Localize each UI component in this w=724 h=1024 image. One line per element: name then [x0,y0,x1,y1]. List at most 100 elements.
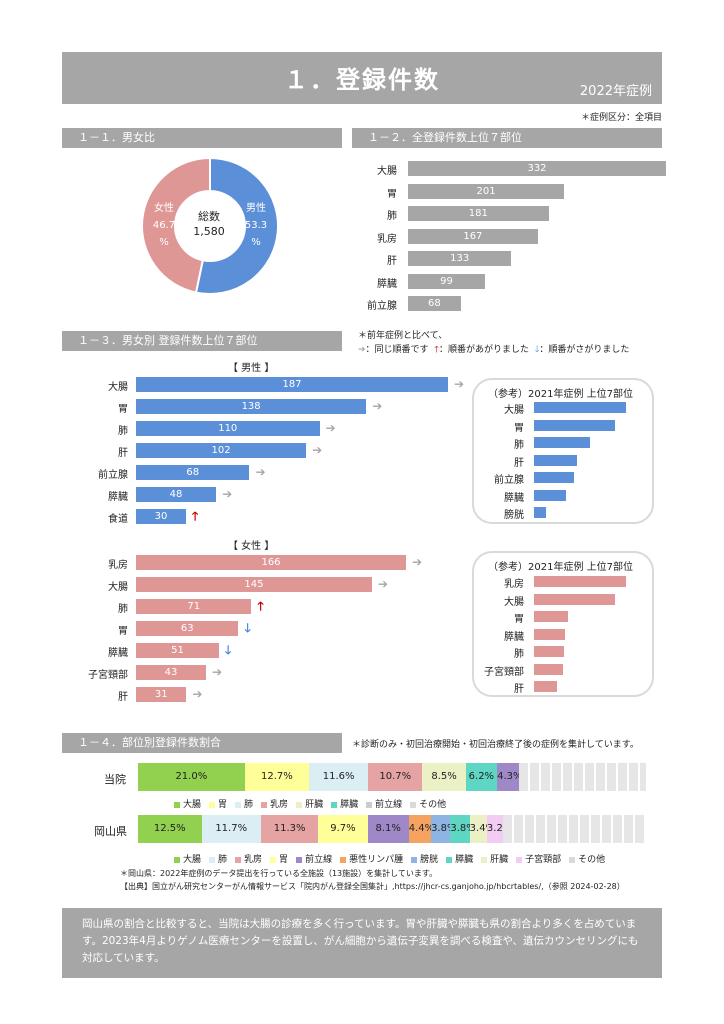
legend-label: 肺 [218,855,228,865]
top7-all-label: 胃 [387,188,397,200]
legend-item: その他 [569,852,605,865]
legend-label: 膀胱 [420,855,439,865]
ref-bar [534,489,567,501]
ref-female-title: （参考）2021年症例 上位7部位 [488,562,633,573]
sex-bar: 110 [136,421,320,436]
sex-bar-label: 大腸 [108,582,128,593]
legend-item: 肺 [209,852,227,865]
page-title: １．登録件数 [284,66,440,94]
legend-swatch [569,856,576,863]
legend-item: 胃 [209,797,227,810]
ref-bar [534,472,574,483]
ref-bar [534,419,615,431]
top7-all-bar: 201 [408,183,565,199]
legend-item: 子宮頸部 [516,852,561,865]
share-segment [503,815,646,843]
top7-all-bar: 167 [408,228,538,244]
legend-item: 乳房 [235,852,262,865]
trend-legend: ➔：同じ順番です 🡑：順番があがりました 🡓：順番がさがりました [358,343,629,357]
trend-note-line1: ＊前年症例と比べて、 [358,331,448,341]
sex-bar-label: 乳房 [108,560,128,571]
legend-label: 前立線 [375,800,403,810]
legend-label: 大腸 [183,855,202,865]
share-segment: 12.5% [138,815,202,843]
sex-bar-label: 肝 [118,448,128,459]
ref-bar [534,437,591,448]
share-note: ＊診断のみ・初回治療開始・初回治療終了後の症例を集計しています。 [352,740,639,750]
legend-swatch [174,856,180,863]
female-label: 女性 [154,203,174,214]
ref-label: 胃 [514,614,524,625]
ref-label: 肺 [514,649,524,660]
ref-label: 肝 [514,457,524,469]
legend-item: 悪性リンパ腫 [340,852,403,865]
total-label: 総数 [198,210,220,223]
legend-label: 胃 [279,855,289,865]
arrow-down-icon: 🡓 [224,643,232,657]
year-label: 2022年症例 [579,84,652,99]
ref-bar [534,402,626,413]
trend-up-label: ：順番があがりました [438,345,529,355]
section-heading-share: １－４．部位別登録件数割合 [62,733,342,753]
legend-item: 膵臓 [446,852,473,865]
prefecture-stacked-bar: 12.5% 11.7% 11.3% 9.7% 8.1% 4.4% 3.8% 3.8% 3.4% 3… [138,815,646,843]
ref-label: 膵臓 [504,631,524,643]
ref-label: 胃 [514,422,524,434]
top7-all-label: 肝 [387,256,397,267]
share-segment: 3.2% [486,815,512,843]
share-segment: 11.3% [260,815,319,843]
legend-item: 肝臓 [481,852,508,865]
top7-all-bar: 68 [408,296,461,311]
arrow-right-icon: ➔ [358,345,366,355]
section-heading-top7-all: １－２．全登録件数上位７部位 [352,128,662,148]
trend-note: ＊前年症例と比べて、 ➔：同じ順番です 🡑：順番があがりました 🡓：順番がさがり… [358,329,629,357]
legend-label: 乳房 [244,855,263,865]
legend-swatch [366,801,373,808]
source-note-2: 【出典】国立がん研究センターがん情報サービス「院内がん登録全国集計」,https… [120,882,625,891]
legend-label: 肝臓 [305,800,324,810]
sex-bar-label: 膵臓 [108,648,128,659]
top7-all-bar: 133 [408,251,512,266]
sex-bar-label: 胃 [118,626,128,637]
female-pct: 46.7 [152,220,176,231]
female-label-group: 女性 46.7 % [148,200,180,251]
sex-bar-label: 胃 [118,404,128,415]
sex-bar: 102 [136,443,307,458]
ref-bar [534,663,563,675]
arrow-right-icon: ➔ [222,487,233,501]
arrow-down-icon: 🡓 [534,345,540,355]
legend-swatch [235,801,242,808]
source-note-1: ＊岡山県：2022年症例のデータ提出を行っている全施設（13施設）を集計していま… [120,869,438,878]
legend-swatch [516,856,523,863]
legend-label: 前立線 [305,855,333,865]
total-value: 1,580 [193,225,225,238]
ref-bar [534,576,626,587]
ref-label: 肺 [514,440,524,451]
sex-bar: 31 [136,687,187,702]
share-segment: 3.4% [469,815,495,843]
row-label-hospital: 当院 [104,773,126,786]
legend-swatch [235,856,242,863]
legend-label: 胃 [218,800,228,810]
share-segment: 8.1% [367,815,409,843]
share-segment: 3.8% [450,815,476,843]
legend-item: 大腸 [174,797,201,810]
legend-swatch [261,801,268,808]
legend-item: 前立線 [296,852,332,865]
case-category-note: ＊症例区分：全項目 [580,113,662,123]
legend-swatch [270,856,277,863]
donut-center: 総数 1,580 [176,209,242,239]
top7-all-label: 乳房 [377,233,397,245]
female-pct-unit: % [159,237,169,248]
male-label: 男性 [246,203,266,214]
legend-label: 乳房 [270,800,289,810]
ref-bar [534,454,578,466]
legend-swatch [296,801,303,808]
section-heading-top7-by-sex: １－３．男女別 登録件数上位７部位 [62,331,342,351]
top7-all-label: 大腸 [377,166,397,177]
sex-bar: 51 [136,643,219,658]
legend-item: 膀胱 [411,852,438,865]
ref-label: 膀胱 [504,510,524,521]
sex-bar: 138 [136,399,367,414]
share-segment: 8.5% [422,763,466,791]
